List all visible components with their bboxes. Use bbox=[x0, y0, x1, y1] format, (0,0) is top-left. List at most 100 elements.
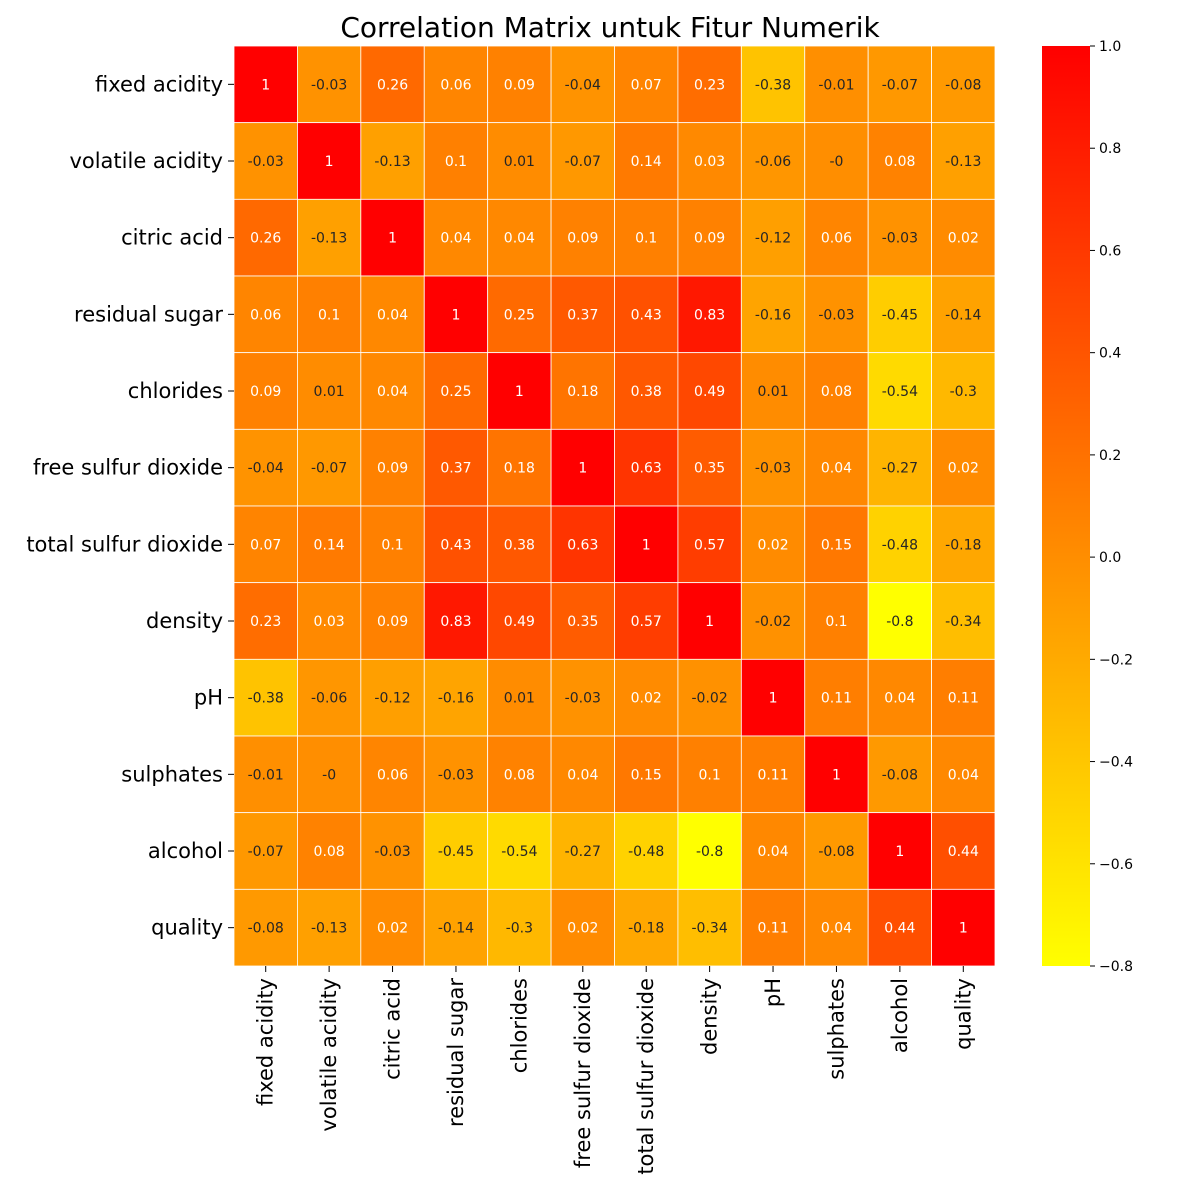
cell-value-label: 0.11 bbox=[948, 691, 979, 707]
cell-value-label: 0.18 bbox=[504, 461, 535, 477]
cell-value-label: -0.06 bbox=[311, 691, 347, 707]
cell-value-label: 1 bbox=[705, 614, 714, 630]
cell-value-label: 0.43 bbox=[440, 537, 471, 553]
cell-value-label: 0.02 bbox=[948, 231, 979, 247]
cell-value-label: -0.45 bbox=[882, 307, 918, 323]
cell-value-label: 0.18 bbox=[567, 384, 598, 400]
heatmap-cell bbox=[804, 582, 869, 660]
cell-value-label: -0.07 bbox=[311, 461, 347, 477]
heatmap-cell bbox=[614, 122, 679, 200]
cell-value-label: 0.57 bbox=[694, 537, 725, 553]
cell-value-label: -0.03 bbox=[438, 767, 474, 783]
cell-value-label: -0 bbox=[322, 767, 336, 783]
cell-value-label: 1 bbox=[515, 384, 524, 400]
heatmap-cell bbox=[867, 198, 932, 277]
heatmap-cell bbox=[487, 122, 552, 200]
heatmap-cell bbox=[931, 888, 996, 967]
cell-value-label: -0.01 bbox=[248, 767, 284, 783]
cell-value-label: 0.09 bbox=[377, 461, 408, 477]
heatmap-cell bbox=[867, 352, 932, 430]
cell-value-label: 0.35 bbox=[567, 614, 598, 630]
heatmap-cell bbox=[360, 122, 425, 200]
cell-value-label: 0.15 bbox=[631, 767, 662, 783]
cell-value-label: 0.1 bbox=[698, 767, 720, 783]
heatmap-cell bbox=[931, 428, 996, 507]
heatmap-cell bbox=[804, 812, 869, 890]
cell-value-label: 0.49 bbox=[504, 614, 535, 630]
heatmap-cell bbox=[804, 888, 869, 967]
x-tick-label: volatile acidity bbox=[317, 978, 341, 1132]
cell-value-label: 1 bbox=[769, 691, 778, 707]
cell-value-label: -0.03 bbox=[248, 154, 284, 170]
colorbar-tick-label: −0.4 bbox=[1099, 755, 1133, 771]
heatmap-cell bbox=[297, 735, 362, 814]
cell-value-label: -0.04 bbox=[248, 461, 284, 477]
heatmap-cell bbox=[677, 658, 742, 737]
heatmap-cell bbox=[233, 505, 298, 584]
y-tick-label: fixed acidity bbox=[95, 72, 223, 96]
cell-value-label: -0.48 bbox=[628, 844, 664, 860]
heatmap-cell bbox=[297, 45, 362, 124]
heatmap-cell bbox=[550, 122, 615, 200]
heatmap-cell bbox=[487, 45, 552, 124]
colorbar-tick-label: 0.4 bbox=[1099, 346, 1121, 362]
cell-value-label: 0.02 bbox=[567, 921, 598, 937]
heatmap-cell bbox=[931, 45, 996, 124]
y-tick-label: alcohol bbox=[148, 839, 223, 863]
heatmap-cell bbox=[614, 352, 679, 430]
heatmap-cell bbox=[423, 45, 489, 124]
heatmap-cell bbox=[360, 658, 425, 737]
heatmap-cell bbox=[423, 582, 489, 660]
heatmap-cell bbox=[423, 275, 489, 354]
cell-value-label: 0.09 bbox=[504, 77, 535, 93]
heatmap-cell bbox=[360, 582, 425, 660]
cell-value-label: 1 bbox=[895, 844, 904, 860]
heatmap-cell bbox=[614, 888, 679, 967]
cell-value-label: 0.38 bbox=[504, 537, 535, 553]
cell-value-label: 0.04 bbox=[377, 384, 408, 400]
cell-value-label: -0.13 bbox=[311, 921, 347, 937]
cell-value-label: 0.63 bbox=[631, 461, 662, 477]
cell-value-label: 0.63 bbox=[567, 537, 598, 553]
cell-value-label: 0.1 bbox=[445, 154, 467, 170]
heatmap-cell bbox=[740, 658, 806, 737]
heatmap-cell bbox=[740, 428, 806, 507]
cell-value-label: 0.43 bbox=[631, 307, 662, 323]
heatmap-cell bbox=[487, 198, 552, 277]
colorbar-tick-label: 1.0 bbox=[1099, 39, 1121, 55]
heatmap-cell bbox=[423, 505, 489, 584]
cell-value-label: -0.34 bbox=[945, 614, 981, 630]
x-tick-label: pH bbox=[761, 978, 785, 1007]
cell-value-label: 0.02 bbox=[948, 461, 979, 477]
heatmap-cell bbox=[487, 505, 552, 584]
cell-value-label: 0.03 bbox=[314, 614, 345, 630]
heatmap-cell bbox=[614, 198, 679, 277]
heatmap-cell bbox=[931, 658, 996, 737]
cell-value-label: -0.08 bbox=[882, 767, 918, 783]
cell-value-label: 0.44 bbox=[884, 921, 915, 937]
heatmap-cell bbox=[550, 888, 615, 967]
x-tick-label: density bbox=[698, 978, 722, 1055]
cell-value-label: 0.25 bbox=[504, 307, 535, 323]
cell-value-label: -0.02 bbox=[755, 614, 791, 630]
colorbar-gradient bbox=[1042, 46, 1090, 966]
colorbar-tick-label: 0.0 bbox=[1099, 550, 1121, 566]
cell-value-label: 0.83 bbox=[694, 307, 725, 323]
cell-value-label: -0.13 bbox=[311, 231, 347, 247]
cell-value-label: 0.1 bbox=[381, 537, 403, 553]
cell-value-label: 0.14 bbox=[314, 537, 345, 553]
cell-value-label: 0.09 bbox=[250, 384, 281, 400]
heatmap-cell bbox=[867, 275, 932, 354]
cell-value-label: -0.54 bbox=[501, 844, 537, 860]
cell-value-label: 0.04 bbox=[757, 844, 788, 860]
cell-value-label: 0.11 bbox=[757, 921, 788, 937]
y-tick-label: free sulfur dioxide bbox=[33, 456, 223, 480]
heatmap-cell bbox=[740, 352, 806, 430]
cell-value-label: 0.1 bbox=[318, 307, 340, 323]
cell-value-label: -0.07 bbox=[565, 154, 601, 170]
cell-value-label: 0.15 bbox=[821, 537, 852, 553]
x-tick-label: alcohol bbox=[888, 978, 912, 1053]
heatmap-cell bbox=[297, 658, 362, 737]
x-tick-label: sulphates bbox=[824, 978, 848, 1080]
